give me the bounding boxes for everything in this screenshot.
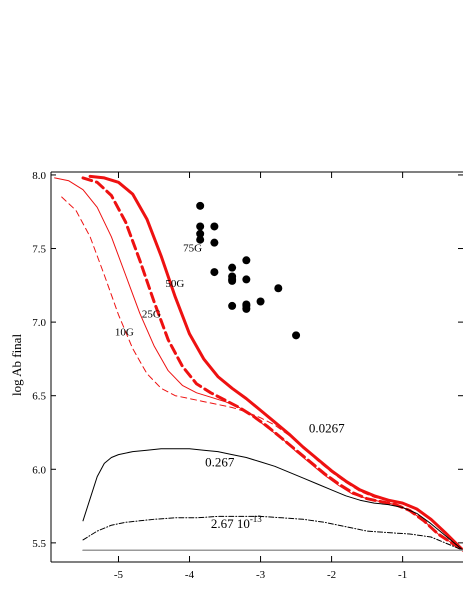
x-tick-label: -5 [114,569,124,581]
x-tick-label: -3 [256,569,266,581]
series-line-50g [81,176,463,552]
y-axis-label: log Ab final [9,334,24,396]
observation-point [196,235,205,244]
x-tick-label: -1 [398,569,407,581]
observation-point [228,276,237,285]
x-tick-label: -2 [327,569,336,581]
observation-point [196,201,205,210]
y-tick-label: 7.0 [32,317,46,329]
annotation-0-267: 0.267 [205,454,235,469]
y-axis-ticks: 5.5 6.0 6.5 7.0 7.5 8.0 [32,170,463,550]
observation-point [242,256,251,265]
observation-point [242,275,251,284]
observation-point [228,263,237,272]
observation-point [274,284,283,293]
annotation-75g: 75G [183,242,202,254]
y-tick-label: 5.5 [32,538,46,550]
y-tick-label: 7.5 [32,244,46,256]
observation-points [196,201,301,340]
observation-point [210,268,219,277]
series-line-10g [61,196,463,551]
annotation-25g: 25G [142,309,161,321]
y-tick-label: 6.0 [32,464,46,476]
observation-point [256,297,265,306]
annotation-50g: 50G [165,278,184,290]
y-tick-label: 6.5 [32,391,46,403]
series-layer [54,174,463,552]
observation-point [196,229,205,238]
x-tick-label: -4 [185,569,195,581]
annotation-10g: 10G [115,326,134,338]
annotations: 75G 50G 25G 10G 0.0267 0.267 2.67 10-13 [115,242,345,531]
observation-point [292,331,301,340]
plot-frame [50,171,463,563]
x-axis-ticks: -5 -4 -3 -2 -1 [114,172,407,581]
observation-point [228,301,237,310]
y-tick-label: 8.0 [32,170,46,182]
series-line-75g [88,174,463,552]
observation-point [210,238,219,247]
series-line-25g [54,177,463,551]
series-line-2-67-10-13 [82,515,463,551]
observation-point [196,222,205,231]
observation-point [242,304,251,313]
series-line-0-267 [82,448,463,551]
annotation-0-0267: 0.0267 [309,420,345,435]
observation-point [210,222,219,231]
annotation-2-67-10: 2.67 10-13 [211,514,262,531]
